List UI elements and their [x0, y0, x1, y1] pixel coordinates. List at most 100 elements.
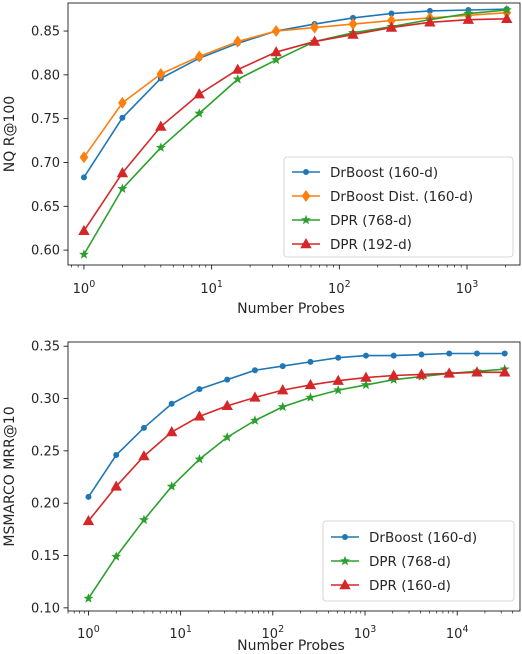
y-tick-label: 0.75: [31, 112, 60, 127]
data-point: [307, 358, 314, 365]
data-point: [138, 450, 150, 461]
legend: DrBoost (160-d) DPR (768-d) DPR (160-d): [322, 520, 515, 602]
x-tick-label: 100: [77, 624, 100, 642]
data-point: [139, 514, 149, 525]
x-axis-label: Number Probes: [237, 301, 345, 317]
data-point: [250, 415, 260, 425]
legend-item: DPR (192-d): [292, 237, 412, 253]
series-line: [87, 371, 505, 522]
data-point: [501, 350, 508, 357]
x-tick-label: 102: [262, 624, 285, 642]
series-drboost-160-d: [85, 350, 508, 500]
data-point: [140, 424, 147, 431]
data-point: [194, 454, 205, 464]
data-point: [463, 8, 474, 18]
x-tick-label: 102: [328, 279, 351, 297]
y-tick-label: 0.60: [31, 244, 60, 259]
series-line: [83, 17, 507, 232]
legend: DrBoost (160-d) DrBoost Dist. (160-d) DPR …: [283, 156, 514, 258]
data-point: [277, 401, 288, 412]
data-point: [111, 551, 122, 561]
legend-label: DrBoost Dist. (160-d): [330, 189, 473, 205]
y-tick-label: 0.80: [31, 68, 60, 83]
series-line: [83, 11, 507, 158]
data-point: [310, 21, 319, 34]
y-axis-label: NQ R@100: [2, 96, 18, 172]
data-point: [390, 352, 397, 359]
data-point: [348, 18, 358, 31]
data-point: [232, 63, 244, 74]
legend-label: DPR (192-d): [330, 237, 412, 253]
data-point: [362, 352, 369, 359]
data-point: [387, 14, 396, 27]
y-tick-label: 0.65: [31, 200, 60, 215]
data-point: [156, 67, 166, 80]
chart-msmarco-mrr: 100 101 102 103 104 0.10 0.15 0.20 0.25 0.30 0.35 N…: [2, 340, 521, 654]
data-point: [501, 12, 513, 23]
data-point: [113, 452, 120, 459]
data-point: [277, 384, 289, 395]
data-point: [418, 351, 425, 358]
legend-item: DrBoost (160-d): [292, 165, 438, 181]
legend-swatch-marker: [303, 169, 309, 175]
data-point: [350, 14, 357, 21]
legend-item: DPR (768-d): [292, 213, 412, 229]
data-point: [305, 392, 316, 402]
y-axis-label: MSMARCO MRR@10: [2, 406, 18, 546]
data-point: [85, 493, 92, 500]
legend-label: DPR (768-d): [330, 213, 412, 229]
data-point: [233, 35, 243, 48]
y-tick-label: 0.15: [31, 549, 60, 564]
data-point: [335, 354, 342, 361]
data-point: [155, 120, 167, 131]
legend-item: DrBoost Dist. (160-d): [292, 189, 473, 205]
data-point: [82, 514, 95, 526]
data-point: [388, 369, 400, 380]
series-line: [83, 9, 507, 255]
data-point: [426, 7, 433, 14]
data-point: [155, 142, 166, 152]
y-tick-label: 0.10: [31, 601, 60, 616]
data-point: [471, 366, 483, 377]
data-point: [415, 368, 428, 379]
series-line: [83, 8, 507, 178]
data-point: [424, 16, 436, 27]
data-point: [271, 54, 282, 65]
data-point: [304, 378, 317, 390]
data-point: [249, 391, 261, 402]
data-point: [79, 249, 89, 259]
data-point: [79, 151, 89, 164]
x-tick-label: 100: [73, 279, 96, 297]
data-point: [116, 166, 129, 178]
data-point: [443, 367, 455, 378]
data-point: [166, 481, 177, 491]
series-dpr-192-d: [78, 12, 513, 236]
data-point: [168, 400, 175, 407]
legend-label: DrBoost (160-d): [369, 530, 477, 546]
x-tick-label: 103: [456, 279, 479, 297]
series-dpr-160-d: [82, 366, 511, 526]
x-tick-label: 103: [354, 624, 377, 642]
data-point: [347, 28, 359, 39]
x-tick-label: 104: [446, 624, 469, 642]
legend-label: DPR (768-d): [369, 554, 451, 570]
legend-box: [283, 156, 514, 258]
data-point: [80, 174, 87, 181]
data-point: [333, 384, 344, 395]
series-drboost-160-d: [80, 6, 510, 181]
data-point: [166, 426, 178, 437]
y-tick-label: 0.30: [31, 392, 60, 407]
data-point: [119, 114, 126, 121]
data-point: [270, 46, 282, 57]
legend-label: DPR (160-d): [369, 578, 451, 594]
x-tick-label: 101: [169, 624, 192, 642]
legend-swatch-marker: [340, 555, 350, 566]
data-point: [117, 183, 128, 193]
data-point: [462, 13, 475, 24]
y-tick-label: 0.20: [31, 497, 60, 512]
y-tick-label: 0.25: [31, 444, 60, 459]
data-point: [83, 593, 94, 603]
data-point: [385, 21, 398, 32]
legend-item: DrBoost (160-d): [331, 530, 477, 546]
series-line: [87, 368, 505, 599]
